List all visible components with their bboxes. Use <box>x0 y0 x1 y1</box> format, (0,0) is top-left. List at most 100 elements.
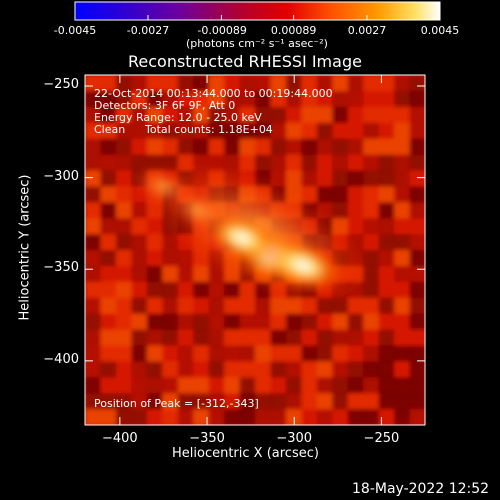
heatmap-cell <box>394 250 411 267</box>
heatmap-cell <box>409 281 425 299</box>
heatmap-cell <box>409 122 425 140</box>
heatmap-cell <box>100 106 117 124</box>
heatmap-cell <box>378 90 396 108</box>
heatmap-cell <box>85 313 102 331</box>
heatmap-cell <box>131 106 148 124</box>
heatmap-cell <box>239 75 256 92</box>
heatmap-cell <box>347 377 365 395</box>
heatmap-cell <box>363 218 380 236</box>
heatmap-cell <box>85 90 102 108</box>
heatmap-cell <box>100 313 117 331</box>
heatmap-cell <box>208 345 226 363</box>
heatmap-cell <box>285 106 303 124</box>
heatmap-cell <box>394 297 411 315</box>
heatmap-cell <box>378 75 396 92</box>
heatmap-cell <box>131 409 148 425</box>
heatmap-cell <box>224 409 241 425</box>
heatmap-cell <box>394 106 411 124</box>
heatmap-cell <box>224 297 241 315</box>
heatmap-cell <box>270 361 287 379</box>
heatmap-cell <box>193 361 210 379</box>
heatmap-cell <box>363 106 380 124</box>
heatmap-cell <box>224 75 241 92</box>
heatmap-cell <box>270 313 287 331</box>
heatmap-cell <box>255 106 272 124</box>
heatmap-cell <box>162 345 179 363</box>
heatmap-cell <box>347 329 365 347</box>
heatmap-cell <box>146 361 164 379</box>
heatmap-cell <box>131 329 148 347</box>
heatmap-cell <box>363 377 380 395</box>
heatmap-cell <box>162 138 179 156</box>
heatmap-cell <box>378 281 396 299</box>
heatmap-cell <box>270 345 287 363</box>
heatmap-cell <box>394 90 411 108</box>
heatmap-cell <box>409 138 425 156</box>
heatmap-cell <box>131 234 148 251</box>
heatmap-cell <box>224 90 241 108</box>
heatmap-cell <box>115 202 133 220</box>
colorbar-units-label: (photons cm⁻² s⁻¹ asec⁻²) <box>186 37 328 50</box>
heatmap-cell <box>270 409 287 425</box>
heatmap-cell <box>255 345 272 363</box>
heatmap-cell <box>85 138 102 156</box>
heatmap-cell <box>100 377 117 395</box>
heatmap-cell <box>131 75 148 92</box>
x-tick-label: −350 <box>189 431 225 446</box>
heatmap-cell <box>85 329 102 347</box>
heatmap-cell <box>316 170 334 188</box>
heatmap-cell <box>239 329 256 347</box>
heatmap-cell <box>316 313 334 331</box>
heatmap-cell <box>316 186 334 204</box>
heatmap-cell <box>162 90 179 108</box>
heatmap-cell <box>332 377 349 395</box>
heatmap-cell <box>378 170 396 188</box>
heatmap-cell <box>239 393 256 411</box>
heatmap-cell <box>347 409 365 425</box>
heatmap-image <box>85 75 425 425</box>
heatmap-cell <box>239 361 256 379</box>
heatmap-cell <box>255 393 272 411</box>
heatmap-cell <box>85 265 102 283</box>
heatmap-cell <box>316 122 334 140</box>
heatmap-cell <box>100 281 117 299</box>
plot-frame <box>84 74 426 426</box>
heatmap-cell <box>378 186 396 204</box>
heatmap-cell <box>100 250 117 267</box>
heatmap-cell <box>177 313 195 331</box>
heatmap-cell <box>162 106 179 124</box>
heatmap-cell <box>115 186 133 204</box>
heatmap-cell <box>285 154 303 172</box>
heatmap-cell <box>100 234 117 251</box>
heatmap-cell <box>409 186 425 204</box>
heatmap-cell <box>177 265 195 283</box>
heatmap-cell <box>100 122 117 140</box>
heatmap-cell <box>162 377 179 395</box>
heatmap-cell <box>193 122 210 140</box>
heatmap-cell <box>115 265 133 283</box>
heatmap-cell <box>193 297 210 315</box>
heatmap-cell <box>332 170 349 188</box>
heatmap-cell <box>285 122 303 140</box>
heatmap-cell <box>394 154 411 172</box>
heatmap-cell <box>347 202 365 220</box>
axis-ticks <box>85 75 425 425</box>
heatmap-cell <box>146 297 164 315</box>
heatmap-cell <box>224 345 241 363</box>
heatmap-cell <box>239 122 256 140</box>
heatmap-cell <box>115 297 133 315</box>
heatmap-cell <box>115 345 133 363</box>
heatmap-cell <box>332 393 349 411</box>
heatmap-cell <box>146 329 164 347</box>
heatmap-cell <box>316 75 334 92</box>
heatmap-cell <box>255 154 272 172</box>
heatmap-cell <box>301 106 318 124</box>
heatmap-cell <box>285 75 303 92</box>
heatmap-cell <box>363 90 380 108</box>
heatmap-cell <box>270 75 287 92</box>
heatmap-cell <box>394 265 411 283</box>
heatmap-cell <box>146 281 164 299</box>
heatmap-cell <box>100 138 117 156</box>
heatmap-cell <box>409 170 425 188</box>
heatmap-cell <box>85 170 102 188</box>
